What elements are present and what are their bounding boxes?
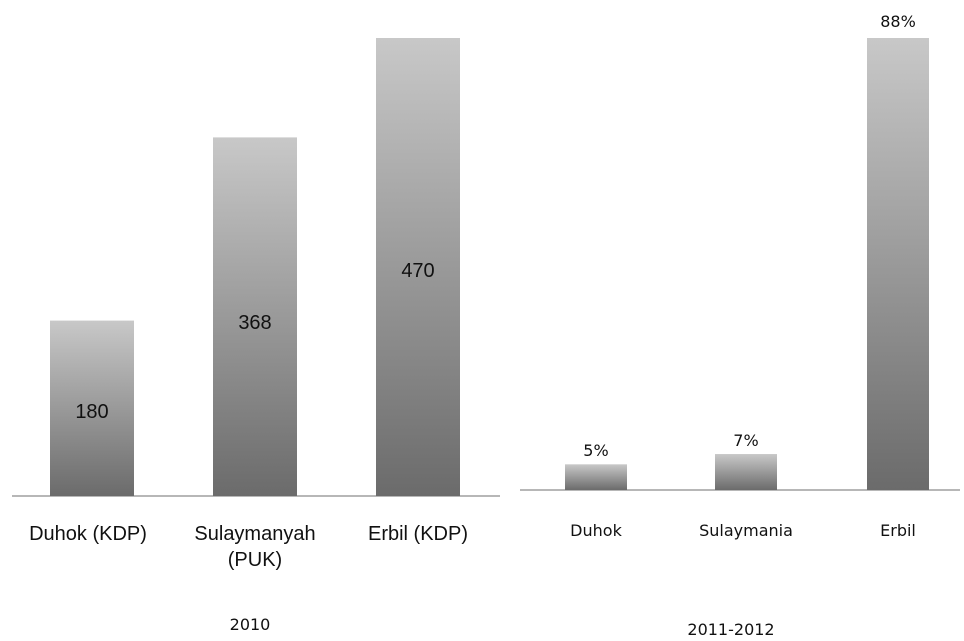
bar-sulaymania xyxy=(715,454,777,490)
data-label-erbil-kdp: 470 xyxy=(401,260,434,282)
data-label-duhok: 5% xyxy=(583,441,608,460)
x-tick-labels-2010: Duhok (KDP) Sulaymanyah (PUK) Erbil (KDP) xyxy=(29,523,468,571)
bars-2010 xyxy=(50,38,460,496)
bar-erbil xyxy=(867,38,929,490)
x-tick-label-erbil: Erbil xyxy=(880,521,916,540)
x-tick-labels-2011-2012: Duhok Sulaymania Erbil xyxy=(570,521,916,540)
x-tick-label-sulaymania: Sulaymania xyxy=(699,521,793,540)
x-tick-label-sulaymanyah-puk: Sulaymanyah (PUK) xyxy=(194,523,315,571)
bar-duhok-kdp xyxy=(50,320,134,496)
bar-erbil-kdp xyxy=(376,38,460,496)
panel-subtitle-2011-2012: 2011-2012 xyxy=(687,620,774,639)
data-labels-2011-2012: 5% 7% 88% xyxy=(583,12,915,460)
data-label-sulaymanyah-puk: 368 xyxy=(238,312,271,334)
data-label-erbil: 88% xyxy=(880,12,916,31)
x-tick-label-duhok: Duhok xyxy=(570,521,622,540)
chart-2010: 180 368 470 Duhok (KDP) Sulaymanyah (PUK)… xyxy=(12,38,500,634)
bar-duhok xyxy=(565,464,627,490)
x-tick-label-duhok-kdp: Duhok (KDP) xyxy=(29,523,147,545)
data-label-duhok-kdp: 180 xyxy=(75,401,108,423)
data-labels-2010: 180 368 470 xyxy=(75,260,434,423)
data-label-sulaymania: 7% xyxy=(733,431,758,450)
x-tick-label-erbil-kdp: Erbil (KDP) xyxy=(368,523,468,545)
chart-2011-2012: 5% 7% 88% Duhok Sulaymania Erbil 2011-20… xyxy=(520,12,960,639)
bars-2011-2012 xyxy=(565,38,929,490)
panel-subtitle-2010: 2010 xyxy=(230,615,271,634)
bar-sulaymanyah-puk xyxy=(213,137,297,496)
